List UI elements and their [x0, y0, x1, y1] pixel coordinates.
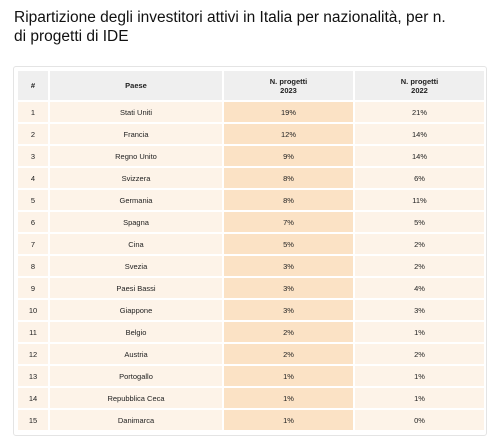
table-cell: 2%	[355, 344, 484, 364]
table-cell: Stati Uniti	[50, 102, 222, 122]
table-cell: 2%	[355, 234, 484, 254]
table-cell: 15	[18, 410, 48, 430]
table-cell: Regno Unito	[50, 146, 222, 166]
table-cell: Francia	[50, 124, 222, 144]
table-cell: 1%	[355, 322, 484, 342]
table-row: 4 Svizzera 8% 6%	[18, 168, 484, 188]
column-header: Paese	[50, 71, 222, 100]
table-cell: 6	[18, 212, 48, 232]
table-cell: Paesi Bassi	[50, 278, 222, 298]
table: # Paese N. progetti 2023 N. progetti 2022 1…	[16, 69, 486, 432]
table-cell: 3%	[224, 278, 353, 298]
table-cell: Austria	[50, 344, 222, 364]
table-row: 8 Svezia 3% 2%	[18, 256, 484, 276]
table-cell: 11	[18, 322, 48, 342]
column-header: N. progetti 2023	[224, 71, 353, 100]
table-cell: 14%	[355, 146, 484, 166]
table-row: 11 Belgio 2% 1%	[18, 322, 484, 342]
table-cell: 9%	[224, 146, 353, 166]
table-row: 2 Francia 12% 14%	[18, 124, 484, 144]
table-cell: 2%	[224, 344, 353, 364]
table-row: 14 Repubblica Ceca 1% 1%	[18, 388, 484, 408]
table-row: 13 Portogallo 1% 1%	[18, 366, 484, 386]
table-cell: 11%	[355, 190, 484, 210]
table-cell: 7	[18, 234, 48, 254]
table-cell: 2%	[224, 322, 353, 342]
table-cell: 14%	[355, 124, 484, 144]
table-cell: Danimarca	[50, 410, 222, 430]
table-cell: 1%	[224, 410, 353, 430]
table-cell: Repubblica Ceca	[50, 388, 222, 408]
table-cell: 5	[18, 190, 48, 210]
table-row: 3 Regno Unito 9% 14%	[18, 146, 484, 166]
header-row: # Paese N. progetti 2023 N. progetti 2022	[18, 71, 484, 100]
table-cell: Giappone	[50, 300, 222, 320]
table-cell: 1%	[355, 388, 484, 408]
table-cell: Portogallo	[50, 366, 222, 386]
table-row: 6 Spagna 7% 5%	[18, 212, 484, 232]
table-row: 7 Cina 5% 2%	[18, 234, 484, 254]
table-cell: 3%	[224, 256, 353, 276]
table-cell: 5%	[224, 234, 353, 254]
table-cell: 8	[18, 256, 48, 276]
table-box: # Paese N. progetti 2023 N. progetti 2022 1…	[13, 66, 487, 436]
table-cell: 19%	[224, 102, 353, 122]
table-cell: 2%	[355, 256, 484, 276]
table-cell: Svizzera	[50, 168, 222, 188]
table-cell: 1%	[355, 366, 484, 386]
table-cell: 3%	[224, 300, 353, 320]
table-row: 1 Stati Uniti 19% 21%	[18, 102, 484, 122]
table-cell: 10	[18, 300, 48, 320]
table-row: 9 Paesi Bassi 3% 4%	[18, 278, 484, 298]
table-row: 10 Giappone 3% 3%	[18, 300, 484, 320]
column-header: N. progetti 2022	[355, 71, 484, 100]
table-cell: 7%	[224, 212, 353, 232]
table-cell: 9	[18, 278, 48, 298]
table-cell: 5%	[355, 212, 484, 232]
table-cell: 1	[18, 102, 48, 122]
table-row: 12 Austria 2% 2%	[18, 344, 484, 364]
table-cell: 6%	[355, 168, 484, 188]
table-cell: 4%	[355, 278, 484, 298]
table-cell: 1%	[224, 366, 353, 386]
table-cell: Spagna	[50, 212, 222, 232]
table-body: 1 Stati Uniti 19% 21% 2 Francia 12% 14% 3 Regno U…	[18, 102, 484, 430]
table-row: 5 Germania 8% 11%	[18, 190, 484, 210]
table-cell: 13	[18, 366, 48, 386]
table-cell: Germania	[50, 190, 222, 210]
table-row: 15 Danimarca 1% 0%	[18, 410, 484, 430]
table-cell: 8%	[224, 168, 353, 188]
table-cell: Cina	[50, 234, 222, 254]
column-header: #	[18, 71, 48, 100]
table-cell: 2	[18, 124, 48, 144]
table-cell: 4	[18, 168, 48, 188]
table-cell: 14	[18, 388, 48, 408]
table-cell: 0%	[355, 410, 484, 430]
table-cell: 12%	[224, 124, 353, 144]
table-cell: 8%	[224, 190, 353, 210]
table-cell: Svezia	[50, 256, 222, 276]
title: Ripartizione degli investitori attivi in…	[14, 9, 446, 45]
table-cell: 3%	[355, 300, 484, 320]
table-cell: 1%	[224, 388, 353, 408]
table-cell: 21%	[355, 102, 484, 122]
table-cell: 12	[18, 344, 48, 364]
table-cell: 3	[18, 146, 48, 166]
table-cell: Belgio	[50, 322, 222, 342]
